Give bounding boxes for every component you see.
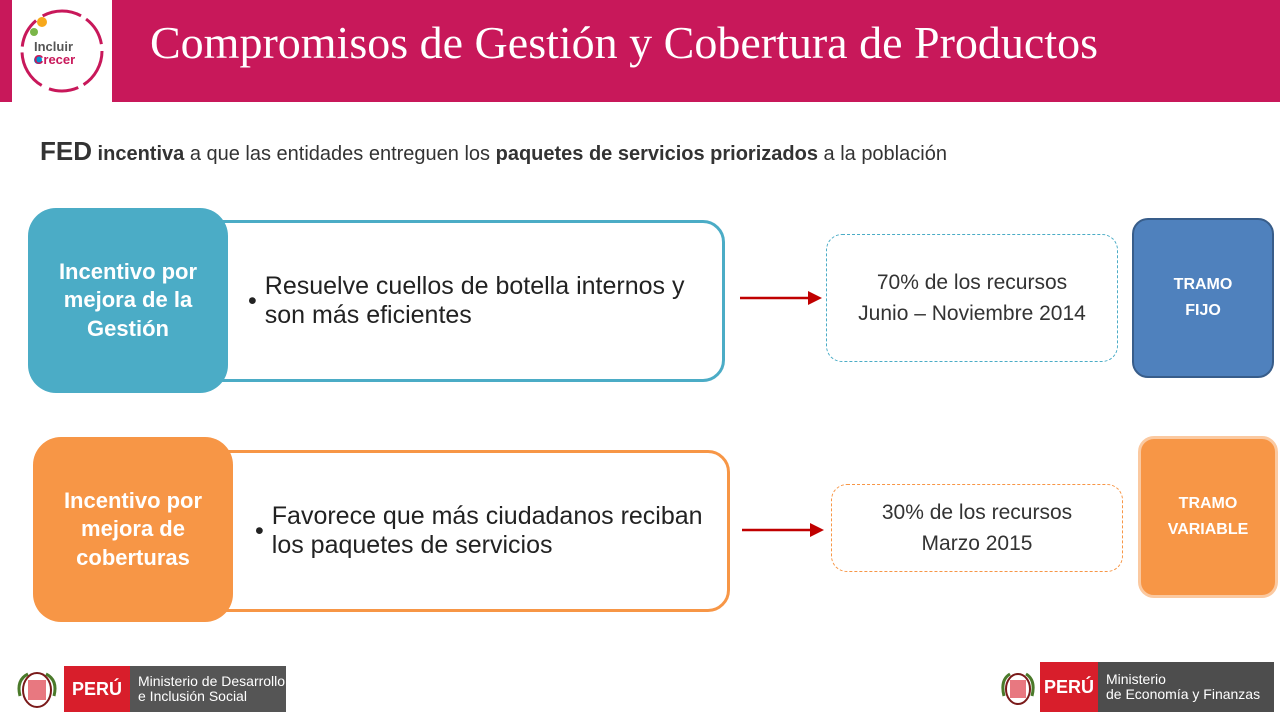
subtitle-paquetes: paquetes de servicios priorizados [495,143,818,165]
row-1-label: Incentivo por mejora de la Gestión [28,208,228,393]
subtitle-fed: FED [40,136,92,166]
logo-line-1: Incluir [34,39,74,54]
tramo-variable-line-2: VARIABLE [1167,521,1249,538]
logo-text: Incluir Crecer [34,40,75,66]
ministry-label-left: Ministerio de Desarrollo e Inclusión Soc… [130,666,286,712]
logo-line-2: Crecer [34,52,76,67]
header-bar: Incluir Crecer Compromisos de Gestión y … [0,0,1280,102]
incluir-crecer-logo: Incluir Crecer [12,0,112,102]
page-title: Compromisos de Gestión y Cobertura de Pr… [150,17,1099,68]
row-2-pct-line-2: Marzo 2015 [921,532,1033,555]
subtitle-text-2: a la población [817,143,947,165]
ministry-label-right: Ministerio de Economía y Finanzas [1098,662,1274,712]
logo-ring-icon [20,9,104,93]
row-1-pct-line-1: 70% de los recursos [876,270,1068,294]
arrow-right-icon [742,523,824,537]
bullet-icon: • [248,286,257,315]
footer-logo-mef: PERÚ Ministerio de Economía y Finanzas [1000,662,1274,712]
row-1-description-box: • Resuelve cuellos de botella internos y… [195,220,725,382]
coat-of-arms-icon [1001,672,1035,705]
subtitle-text-1: a que las entidades entreguen los [184,143,496,165]
row-1-label-text: Incentivo por mejora de la Gestión [58,258,198,341]
row-2-label: Incentivo por mejora de coberturas [33,437,233,622]
bullet-icon: • [255,516,264,545]
ministry-left-line-1: Ministerio de Desarrollo [138,672,286,689]
tramo-fijo-box: TRAMO FIJO [1132,218,1274,378]
footer-logo-midis: PERÚ Ministerio de Desarrollo e Inclusió… [14,666,286,712]
row-1-percentage-box: 70% de los recursos Junio – Noviembre 20… [826,234,1118,362]
subtitle: FED incentiva a que las entidades entreg… [40,136,947,167]
subtitle-incentiva: incentiva [92,143,185,165]
row-1-bullet-text: Resuelve cuellos de botella internos y s… [264,272,685,329]
row-2-percentage-box: 30% de los recursos Marzo 2015 [831,484,1123,572]
ministry-right-line-1: Ministerio [1106,670,1166,687]
tramo-fijo-line-2: FIJO [1185,302,1221,319]
peru-label-right: PERÚ [1040,662,1098,712]
tramo-fijo-line-1: TRAMO [1173,276,1233,294]
coat-of-arms-icon [17,672,57,708]
row-2-bullet-text: Favorece que más ciudadanos reciban los … [271,502,703,559]
ministry-right-line-2: de Economía y Finanzas [1106,686,1261,702]
row-2-description-box: • Favorece que más ciudadanos reciban lo… [200,450,730,612]
row-2-pct-line-1: 30% de los recursos [881,500,1073,524]
row-2-label-text: Incentivo por mejora de coberturas [63,487,203,570]
row-1-pct-line-2: Junio – Noviembre 2014 [858,302,1086,325]
arrow-right-icon [740,291,822,305]
tramo-variable-line-1: TRAMO [1178,495,1238,513]
peru-label-left: PERÚ [64,666,130,712]
tramo-variable-box: TRAMO VARIABLE [1138,436,1278,598]
ministry-left-line-2: e Inclusión Social [138,688,247,704]
